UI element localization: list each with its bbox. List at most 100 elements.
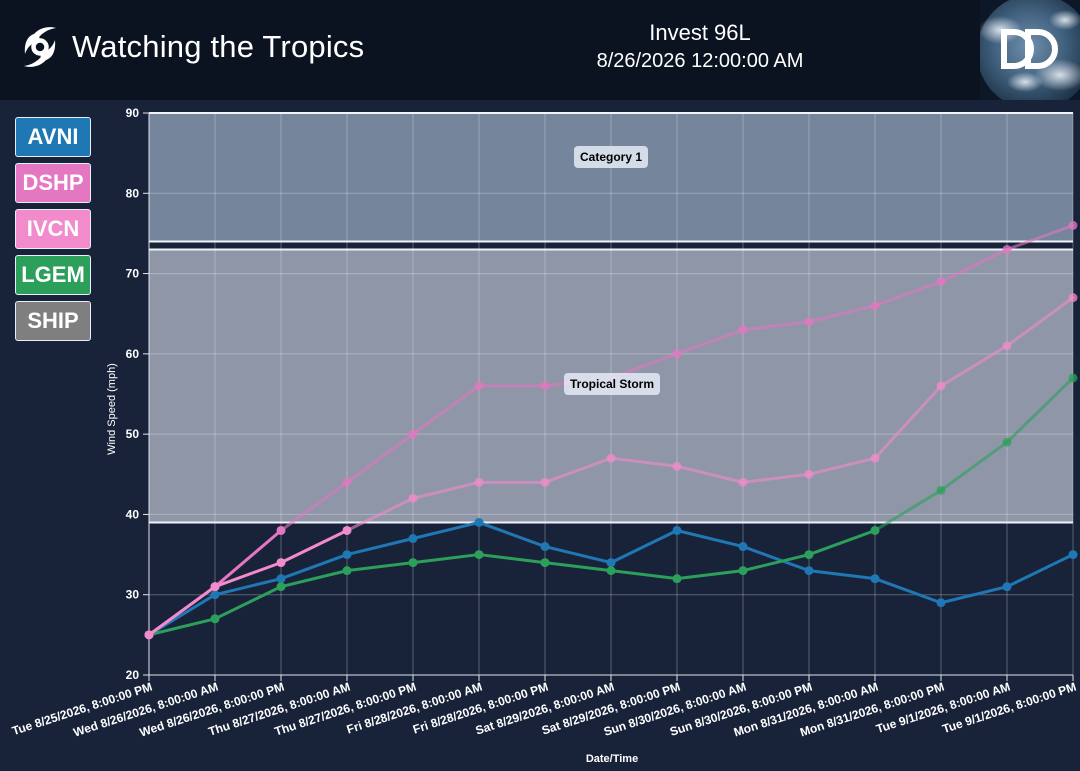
x-axis-label: Date/Time: [586, 753, 638, 765]
y-axis-label: Wind Speed (mph): [106, 363, 118, 455]
series-segment-dshp: [741, 320, 811, 332]
app-title: Watching the Tropics: [72, 29, 365, 64]
data-point-avni: [342, 550, 352, 560]
series-segment-avni: [675, 528, 745, 549]
data-point-dshp: [276, 525, 286, 535]
y-tick-label: 40: [126, 507, 140, 521]
band-label-1: Category 1: [580, 150, 642, 164]
series-segment-lgem: [609, 569, 679, 581]
series-segment-avni: [543, 545, 613, 565]
data-point-lgem: [210, 614, 220, 624]
series-segment-dshp: [675, 328, 745, 356]
data-point-lgem: [738, 566, 748, 576]
series-segment-avni: [1005, 553, 1075, 589]
series-segment-ivcn: [675, 464, 745, 484]
data-point-lgem: [474, 550, 484, 560]
data-point-lgem: [1002, 437, 1012, 447]
series-segment-lgem: [675, 569, 745, 581]
series-segment-ivcn: [543, 456, 613, 484]
data-point-ivcn: [408, 493, 418, 503]
series-segment-ivcn: [411, 480, 481, 500]
data-point-ivcn: [672, 461, 682, 471]
data-point-lgem: [672, 574, 682, 584]
data-point-ivcn: [540, 477, 550, 487]
data-point-avni: [210, 590, 220, 600]
data-point-avni: [276, 574, 286, 584]
data-point-dshp: [342, 477, 352, 487]
legend-toggle-ship[interactable]: SHIP: [15, 301, 91, 341]
band-label-box: [574, 146, 648, 168]
hurricane-icon: [18, 24, 62, 70]
data-point-ivcn: [276, 558, 286, 568]
storm-time: 8/26/2026 12:00:00 AM: [596, 50, 804, 72]
series-lgem: [144, 373, 1078, 640]
data-point-lgem: [276, 582, 286, 592]
series-segment-ivcn: [213, 561, 283, 589]
series-segment-ivcn: [609, 456, 679, 468]
band-1: [149, 113, 1073, 242]
data-point-avni: [540, 542, 550, 552]
data-point-avni: [804, 566, 814, 576]
legend-toggle-lgem[interactable]: LGEM: [15, 255, 91, 295]
series-segment-dshp: [411, 384, 481, 436]
series-segment-avni: [939, 585, 1009, 605]
series-segment-dshp: [873, 280, 943, 308]
data-point-dshp: [936, 277, 946, 287]
series-segment-dshp: [939, 247, 1009, 284]
data-point-avni: [606, 558, 616, 568]
series-segment-ivcn: [873, 384, 943, 460]
series-segment-lgem: [411, 553, 481, 565]
data-point-ivcn: [144, 630, 154, 640]
series-segment-lgem: [345, 561, 415, 573]
series-segment-lgem: [279, 569, 349, 589]
data-point-lgem: [342, 566, 352, 576]
storm-name: Invest 96L: [649, 20, 751, 45]
series-segment-lgem: [147, 617, 217, 637]
data-point-dshp: [804, 317, 814, 327]
data-point-lgem: [1068, 373, 1078, 383]
series-segment-avni: [873, 577, 943, 605]
band-label-0: Tropical Storm: [570, 377, 654, 391]
y-tick-label: 30: [126, 588, 140, 602]
series-segment-avni: [741, 545, 811, 573]
band-label-box: [564, 373, 660, 395]
data-point-dshp: [738, 325, 748, 335]
data-point-ivcn: [936, 381, 946, 391]
data-point-avni: [870, 574, 880, 584]
data-point-dshp: [474, 381, 484, 391]
brand: Watching the Tropics: [18, 22, 364, 72]
data-point-dshp: [1002, 244, 1012, 254]
series-segment-avni: [411, 520, 481, 541]
data-point-avni: [1002, 582, 1012, 592]
series-segment-lgem: [807, 528, 877, 557]
series-segment-lgem: [213, 585, 283, 621]
series-segment-ivcn: [279, 528, 349, 565]
series-segment-avni: [477, 520, 547, 549]
dd-logo-icon: [980, 0, 1080, 100]
data-point-ivcn: [1068, 293, 1078, 303]
data-point-lgem: [540, 558, 550, 568]
series-segment-ivcn: [147, 585, 217, 637]
series-segment-dshp: [807, 304, 877, 324]
data-point-dshp: [672, 349, 682, 359]
series-segment-dshp: [213, 528, 283, 589]
data-point-dshp: [540, 381, 550, 391]
legend-toggle-dshp[interactable]: DSHP: [15, 163, 91, 203]
data-point-ivcn: [210, 582, 220, 592]
series-segment-ivcn: [939, 344, 1009, 388]
series-segment-lgem: [939, 440, 1009, 492]
legend-toggle-avni[interactable]: AVNI: [15, 117, 91, 157]
data-point-ivcn: [870, 453, 880, 463]
data-point-dshp: [870, 301, 880, 311]
series-segment-avni: [213, 577, 283, 597]
series-segment-ivcn: [1005, 296, 1075, 348]
data-point-ivcn: [474, 477, 484, 487]
series-segment-lgem: [543, 561, 613, 573]
y-tick-label: 60: [126, 347, 140, 361]
series-segment-lgem: [873, 488, 943, 532]
series-segment-ivcn: [807, 456, 877, 476]
data-point-lgem: [936, 485, 946, 495]
legend-toggle-ivcn[interactable]: IVCN: [15, 209, 91, 249]
series-segment-lgem: [477, 553, 547, 565]
